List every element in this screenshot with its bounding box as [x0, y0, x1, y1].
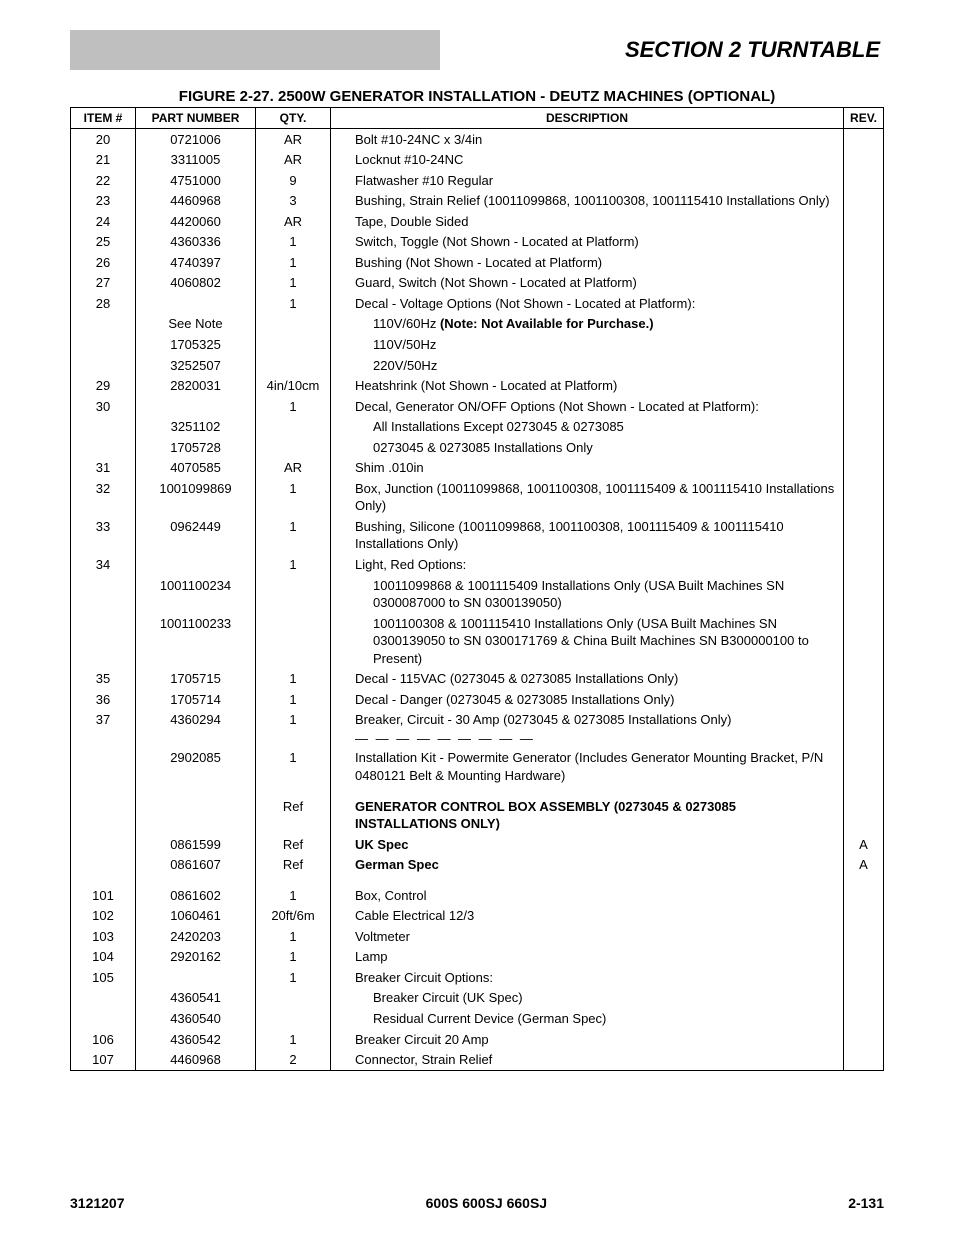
- footer-right: 2-131: [848, 1195, 884, 1211]
- table-row: 3743602941Breaker, Circuit - 30 Amp (027…: [71, 710, 884, 731]
- table-body: 200721006ARBolt #10-24NC x 3/4in21331100…: [71, 129, 884, 1071]
- header-gray-bar: [70, 30, 440, 70]
- table-row: 10744609682Connector, Strain Relief: [71, 1050, 884, 1071]
- table-row: 10429201621Lamp: [71, 947, 884, 968]
- table-row: 17057280273045 & 0273085 Installations O…: [71, 437, 884, 458]
- section-title: SECTION 2 TURNTABLE: [440, 30, 884, 70]
- table-row: 10011002331001100308 & 1001115410 Instal…: [71, 613, 884, 669]
- table-row: 2344609683Bushing, Strain Relief (100110…: [71, 191, 884, 212]
- table-row: 3251102All Installations Except 0273045 …: [71, 417, 884, 438]
- table-row: 2647403971Bushing (Not Shown - Located a…: [71, 252, 884, 273]
- table-row: 10324202031Voltmeter: [71, 926, 884, 947]
- table-row: 0861599RefUK SpecA: [71, 834, 884, 855]
- table-row: 100110023410011099868 & 1001115409 Insta…: [71, 575, 884, 613]
- page: SECTION 2 TURNTABLE FIGURE 2-27. 2500W G…: [0, 0, 954, 1235]
- table-row: 314070585ARShim .010in: [71, 458, 884, 479]
- col-rev: REV.: [844, 108, 884, 129]
- footer-left: 3121207: [70, 1195, 125, 1211]
- table-row: 4360541Breaker Circuit (UK Spec): [71, 988, 884, 1009]
- header-row: SECTION 2 TURNTABLE: [70, 30, 884, 70]
- table-row: 281Decal - Voltage Options (Not Shown - …: [71, 293, 884, 314]
- table-row: 2543603361Switch, Toggle (Not Shown - Lo…: [71, 232, 884, 253]
- table-row: 10108616021Box, Control: [71, 885, 884, 906]
- table-row: See Note110V/60Hz (Note: Not Available f…: [71, 314, 884, 335]
- table-row: 2247510009Flatwasher #10 Regular: [71, 170, 884, 191]
- page-footer: 3121207 600S 600SJ 660SJ 2-131: [70, 1195, 884, 1211]
- table-row: 4360540Residual Current Device (German S…: [71, 1009, 884, 1030]
- table-row: 102106046120ft/6mCable Electrical 12/3: [71, 906, 884, 927]
- table-row: 3210010998691Box, Junction (10011099868,…: [71, 478, 884, 516]
- table-row: 301Decal, Generator ON/OFF Options (Not …: [71, 396, 884, 417]
- table-row: 3617057141Decal - Danger (0273045 & 0273…: [71, 689, 884, 710]
- table-row: 213311005ARLocknut #10-24NC: [71, 150, 884, 171]
- table-row: 341Light, Red Options:: [71, 554, 884, 575]
- table-row: 3252507220V/50Hz: [71, 355, 884, 376]
- table-row: 1051Breaker Circuit Options:: [71, 967, 884, 988]
- table-row: RefGENERATOR CONTROL BOX ASSEMBLY (02730…: [71, 796, 884, 834]
- table-row: [71, 786, 884, 796]
- parts-table: ITEM # PART NUMBER QTY. DESCRIPTION REV.…: [70, 107, 884, 1071]
- table-row: 244420060ARTape, Double Sided: [71, 211, 884, 232]
- table-row: 29020851Installation Kit - Powermite Gen…: [71, 748, 884, 786]
- footer-center: 600S 600SJ 660SJ: [426, 1195, 547, 1211]
- table-header-row: ITEM # PART NUMBER QTY. DESCRIPTION REV.: [71, 108, 884, 129]
- table-row: 200721006ARBolt #10-24NC x 3/4in: [71, 129, 884, 150]
- table-row: 2740608021Guard, Switch (Not Shown - Loc…: [71, 273, 884, 294]
- figure-caption: FIGURE 2-27. 2500W GENERATOR INSTALLATIO…: [70, 88, 884, 105]
- table-row: [71, 875, 884, 885]
- table-row: 10643605421Breaker Circuit 20 Amp: [71, 1029, 884, 1050]
- col-qty: QTY.: [256, 108, 331, 129]
- table-row: 0861607RefGerman SpecA: [71, 855, 884, 876]
- table-row: 2928200314in/10cmHeatshrink (Not Shown -…: [71, 376, 884, 397]
- table-row: 3309624491Bushing, Silicone (10011099868…: [71, 516, 884, 554]
- table-row: — — — — — — — — —: [71, 730, 884, 748]
- col-part-number: PART NUMBER: [136, 108, 256, 129]
- col-description: DESCRIPTION: [331, 108, 844, 129]
- table-row: 1705325110V/50Hz: [71, 334, 884, 355]
- col-item: ITEM #: [71, 108, 136, 129]
- table-row: 3517057151Decal - 115VAC (0273045 & 0273…: [71, 669, 884, 690]
